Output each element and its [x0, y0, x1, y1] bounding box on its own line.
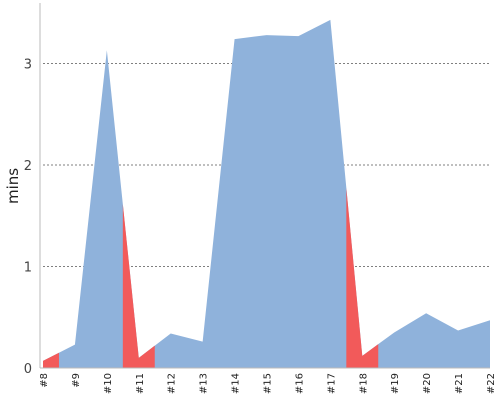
x-tick-label: #18 — [358, 373, 369, 394]
series-area — [43, 19, 490, 368]
x-tick-label: #20 — [422, 373, 433, 394]
x-tick-label: #8 — [39, 373, 50, 388]
x-tick-label: #19 — [390, 373, 401, 394]
y-tick-label: 1 — [24, 261, 32, 276]
y-tick-label: 2 — [24, 159, 32, 174]
highlight-areas — [43, 187, 379, 368]
x-tick-label: #12 — [167, 373, 178, 394]
x-tick-label: #21 — [454, 373, 465, 394]
x-tick-label: #22 — [486, 373, 497, 394]
y-axis-title: mins — [4, 168, 22, 204]
x-tick-labels: #8 #9 #10 #11 #12 #13 #14 #15 #16 #17 #18 #19 #20 #21… — [39, 373, 497, 394]
grid-lines — [43, 63, 490, 267]
y-tick-label: 3 — [24, 58, 32, 73]
series-area-fill — [43, 19, 490, 368]
x-tick-label: #15 — [263, 373, 274, 394]
highlight-area — [122, 204, 155, 368]
y-tick-label: 0 — [24, 362, 32, 377]
x-tick-label: #10 — [103, 373, 114, 394]
y-tick-labels: 0 1 2 3 — [24, 58, 32, 378]
highlight-area — [43, 352, 59, 368]
x-tick-label: #9 — [71, 373, 82, 388]
x-tick-label: #17 — [326, 373, 337, 394]
x-tick-label: #13 — [199, 373, 210, 394]
highlight-area — [346, 187, 379, 368]
x-tick-label: #14 — [231, 373, 242, 394]
x-tick-label: #11 — [135, 373, 146, 394]
x-tick-label: #16 — [294, 373, 305, 394]
